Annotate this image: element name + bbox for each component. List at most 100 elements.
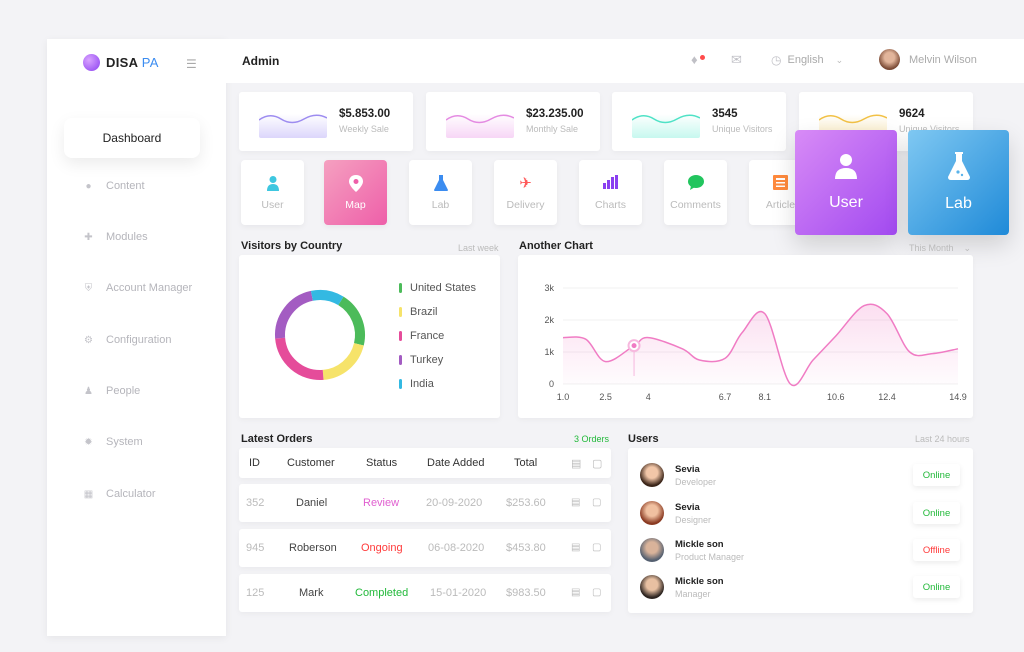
- bar-chart-icon: [602, 174, 619, 192]
- user-role: Designer: [675, 515, 712, 525]
- stat-value: 3545: [712, 108, 738, 120]
- sidebar-item-system[interactable]: ✹ System: [83, 436, 143, 448]
- brand-logo[interactable]: DISA PA: [83, 54, 159, 71]
- column-header: Customer: [287, 457, 335, 469]
- wave-line: [631, 114, 701, 124]
- sidebar-item-dashboard[interactable]: Dashboard: [64, 118, 200, 158]
- legend-label: France: [410, 330, 445, 342]
- user-menu[interactable]: Melvin Wilson: [879, 49, 977, 70]
- legend-label: Brazil: [410, 306, 438, 318]
- sidebar-item-configuration[interactable]: ⚙ Configuration: [83, 334, 171, 346]
- quick-action-map[interactable]: Map: [324, 160, 387, 225]
- quick-action-delivery[interactable]: ✈ Delivery: [494, 160, 557, 225]
- legend-item: France: [399, 330, 444, 342]
- document-icon[interactable]: ▤: [571, 542, 581, 553]
- quick-action-comments[interactable]: Comments: [664, 160, 727, 225]
- sidebar-item-content[interactable]: ● Content: [83, 180, 144, 192]
- order-customer: Mark: [299, 587, 324, 599]
- sidebar-item-modules[interactable]: ✚ Modules: [83, 231, 147, 243]
- list-item[interactable]: Sevia Developer Online: [628, 457, 973, 493]
- stat-label: Unique Visitors: [899, 124, 960, 134]
- menu-toggle-icon[interactable]: ☰: [186, 57, 197, 71]
- legend-item: United States: [399, 282, 476, 294]
- trash-icon[interactable]: ▢: [592, 542, 602, 553]
- user-name: Sevia: [675, 464, 700, 475]
- wave-line: [445, 114, 515, 124]
- user-role: Manager: [675, 589, 711, 599]
- legend-swatch: [399, 283, 402, 293]
- list-item[interactable]: Sevia Designer Online: [628, 495, 973, 531]
- another-chart-card: 3k 2k 1k 0 1.0 2.5 4 6.7 8.1 10.6 12.4 14.9: [518, 255, 973, 418]
- table-row[interactable]: 352 Daniel Review 20-09-2020 $253.60 ▤ ▢: [239, 484, 611, 522]
- chat-icon: [687, 174, 704, 192]
- x-tick-label: 2.5: [599, 392, 612, 402]
- brand-name: DISA PA: [106, 55, 159, 70]
- status-badge: Online: [913, 464, 960, 486]
- trash-icon[interactable]: ▢: [592, 587, 602, 598]
- document-icon[interactable]: ▤: [571, 458, 582, 470]
- y-tick-label: 0: [549, 379, 554, 389]
- legend-swatch: [399, 307, 402, 317]
- avatar: [640, 501, 664, 525]
- highlight-point-core: [631, 343, 637, 349]
- quick-action-user[interactable]: User: [241, 160, 304, 225]
- orders-count: 3 Orders: [574, 434, 610, 444]
- quick-action-label: Lab: [431, 198, 450, 211]
- gear-icon: ⚙: [84, 334, 93, 346]
- visitors-card: United States Brazil France Turkey India: [239, 255, 500, 418]
- featured-tile-user[interactable]: User: [795, 130, 897, 235]
- status-badge: Online: [913, 576, 960, 598]
- wave-graphic: [445, 108, 515, 138]
- x-tick-label: 1.0: [557, 392, 570, 402]
- legend-label: United States: [410, 282, 477, 294]
- donut-slice: [275, 337, 324, 380]
- document-icon[interactable]: ▤: [571, 587, 581, 598]
- article-icon: [773, 174, 788, 192]
- status-badge: Offline: [913, 539, 960, 561]
- quick-action-label: User: [261, 198, 284, 211]
- list-item[interactable]: Mickle son Manager Online: [628, 569, 973, 605]
- sidebar-item-people[interactable]: ♟ People: [83, 385, 140, 397]
- wave-graphic: [631, 108, 701, 138]
- notification-bell-icon[interactable]: ♦: [691, 52, 698, 67]
- table-row[interactable]: 945 Roberson Ongoing 06-08-2020 $453.80 …: [239, 529, 611, 567]
- users-period: Last 24 hours: [915, 434, 970, 444]
- quick-action-lab[interactable]: Lab: [409, 160, 472, 225]
- document-icon[interactable]: ▤: [571, 497, 581, 508]
- sidebar-item-calculator[interactable]: ▦ Calculator: [83, 488, 156, 500]
- stat-label: Unique Visitors: [712, 124, 773, 134]
- x-tick-label: 4: [646, 392, 651, 402]
- sidebar-item-account-manager[interactable]: ⛨ Account Manager: [83, 282, 192, 294]
- map-pin-icon: [348, 174, 363, 192]
- trash-icon[interactable]: ▢: [592, 497, 602, 508]
- list-item[interactable]: Mickle son Product Manager Offline: [628, 532, 973, 568]
- x-tick-label: 14.9: [949, 392, 967, 402]
- x-tick-label: 10.6: [827, 392, 845, 402]
- quick-action-charts[interactable]: Charts: [579, 160, 642, 225]
- donut-slice: [310, 290, 344, 306]
- bell-icon: ●: [85, 180, 92, 192]
- table-row[interactable]: 125 Mark Completed 15-01-2020 $983.50 ▤ …: [239, 574, 611, 612]
- legend-label: India: [410, 378, 434, 390]
- order-customer: Roberson: [289, 542, 337, 554]
- stat-card-weekly-sale: $5.853.00 Weekly Sale: [239, 92, 413, 151]
- user-name: Mickle son: [675, 576, 724, 587]
- language-selector[interactable]: ◷ English ⌄: [771, 53, 843, 67]
- x-tick-label: 12.4: [878, 392, 896, 402]
- wave-line: [258, 114, 328, 124]
- featured-tile-lab[interactable]: Lab: [908, 130, 1009, 235]
- period-dropdown[interactable]: This Month ⌄: [909, 243, 971, 254]
- user-icon: [835, 153, 857, 184]
- order-id: 945: [246, 542, 265, 554]
- mail-icon[interactable]: ✉: [731, 52, 742, 67]
- sidebar-item-label: System: [106, 436, 143, 448]
- user-name: Melvin Wilson: [909, 53, 977, 66]
- area-fill: [563, 304, 958, 386]
- flask-icon: [947, 152, 970, 185]
- status-badge: Online: [913, 502, 960, 524]
- legend-item: India: [399, 378, 434, 390]
- y-tick-label: 3k: [544, 283, 554, 293]
- sidebar-item-label: Configuration: [106, 334, 172, 346]
- visitors-period[interactable]: Last week: [458, 243, 499, 253]
- trash-icon[interactable]: ▢: [592, 458, 603, 470]
